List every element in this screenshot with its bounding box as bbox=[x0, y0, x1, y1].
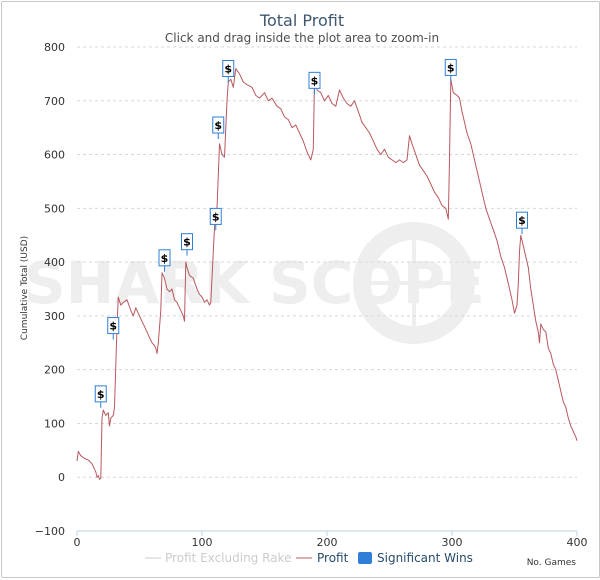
significant-win-flag[interactable]: $ bbox=[181, 233, 193, 256]
significant-win-flag[interactable]: $ bbox=[209, 207, 222, 231]
flag-dollar-label: $ bbox=[224, 63, 232, 76]
flag-box bbox=[158, 249, 171, 267]
series-line-profit[interactable] bbox=[76, 68, 578, 480]
legend-symbol-blue-box bbox=[358, 552, 372, 564]
significant-win-flag[interactable]: $ bbox=[516, 211, 528, 235]
flag-box bbox=[444, 58, 457, 76]
significant-win-flag[interactable]: $ bbox=[222, 60, 235, 83]
flag-dollar-label: $ bbox=[212, 210, 220, 223]
y-tick-label: −100 bbox=[35, 525, 65, 538]
chart-title: Total Profit bbox=[259, 11, 344, 30]
y-tick-label: 500 bbox=[44, 202, 65, 215]
watermark: SHARK SCOPE bbox=[24, 222, 485, 344]
significant-win-flag[interactable]: $ bbox=[308, 71, 321, 95]
legend-item-profit[interactable]: Profit bbox=[296, 551, 349, 565]
flag-dollar-label: $ bbox=[97, 388, 105, 401]
legend-label-profit-excluding-rake: Profit Excluding Rake bbox=[165, 551, 291, 565]
significant-wins-flags[interactable]: $ $ $ $ $ $ $ $ $ $ bbox=[94, 58, 528, 408]
flag-dollar-label: $ bbox=[183, 236, 191, 249]
series-layer[interactable] bbox=[76, 68, 578, 480]
flag-dollar-label: $ bbox=[311, 74, 319, 87]
legend-item-significant-wins[interactable]: Significant Wins bbox=[358, 551, 473, 565]
x-tick-label: 300 bbox=[442, 536, 463, 549]
y-tick-label: 200 bbox=[44, 364, 65, 377]
significant-win-flag[interactable]: $ bbox=[212, 116, 225, 139]
y-axis-title: Cumulative Total (USD) bbox=[20, 236, 30, 340]
y-axis-ticks: −100 0 100 200 300 400 500 600 700 800 bbox=[35, 41, 65, 538]
flag-box bbox=[181, 233, 193, 251]
significant-win-flag[interactable]: $ bbox=[158, 249, 171, 272]
x-tick-label: 200 bbox=[317, 536, 338, 549]
significant-win-flag[interactable]: $ bbox=[444, 58, 457, 82]
flag-dollar-label: $ bbox=[109, 320, 117, 333]
flag-box bbox=[222, 60, 235, 78]
flag-box bbox=[308, 71, 321, 89]
legend[interactable]: Profit Excluding Rake Profit Significant… bbox=[145, 551, 473, 565]
flag-box bbox=[516, 211, 528, 229]
y-tick-label: 600 bbox=[44, 149, 65, 162]
significant-win-flag[interactable]: $ bbox=[107, 317, 120, 340]
x-tick-label: 400 bbox=[567, 536, 588, 549]
flag-dollar-label: $ bbox=[447, 61, 455, 74]
y-tick-label: 300 bbox=[44, 310, 65, 323]
flag-box bbox=[209, 207, 222, 225]
flag-box bbox=[212, 116, 225, 134]
y-tick-label: 800 bbox=[44, 41, 65, 54]
legend-item-profit-excluding-rake[interactable]: Profit Excluding Rake bbox=[145, 551, 291, 565]
flag-dollar-label: $ bbox=[161, 252, 169, 265]
x-tick-label: 100 bbox=[192, 536, 213, 549]
x-axis-ticks: 0 100 200 300 400 bbox=[74, 531, 588, 549]
y-tick-label: 400 bbox=[44, 256, 65, 269]
significant-win-flag[interactable]: $ bbox=[94, 385, 107, 408]
legend-label-significant-wins: Significant Wins bbox=[377, 551, 473, 565]
y-tick-label: 700 bbox=[44, 95, 65, 108]
x-tick-label: 0 bbox=[74, 536, 81, 549]
y-tick-label: 100 bbox=[44, 417, 65, 430]
y-tick-label: 0 bbox=[58, 471, 65, 484]
chart-subtitle: Click and drag inside the plot area to z… bbox=[165, 31, 439, 45]
flag-dollar-label: $ bbox=[214, 119, 222, 132]
x-axis-title: No. Games bbox=[527, 558, 577, 568]
legend-label-profit: Profit bbox=[317, 551, 349, 565]
flag-box bbox=[94, 385, 107, 403]
flag-dollar-label: $ bbox=[518, 214, 526, 227]
flag-box bbox=[107, 317, 120, 335]
